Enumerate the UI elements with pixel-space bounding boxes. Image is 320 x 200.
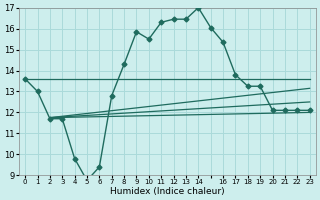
X-axis label: Humidex (Indice chaleur): Humidex (Indice chaleur)	[110, 187, 225, 196]
